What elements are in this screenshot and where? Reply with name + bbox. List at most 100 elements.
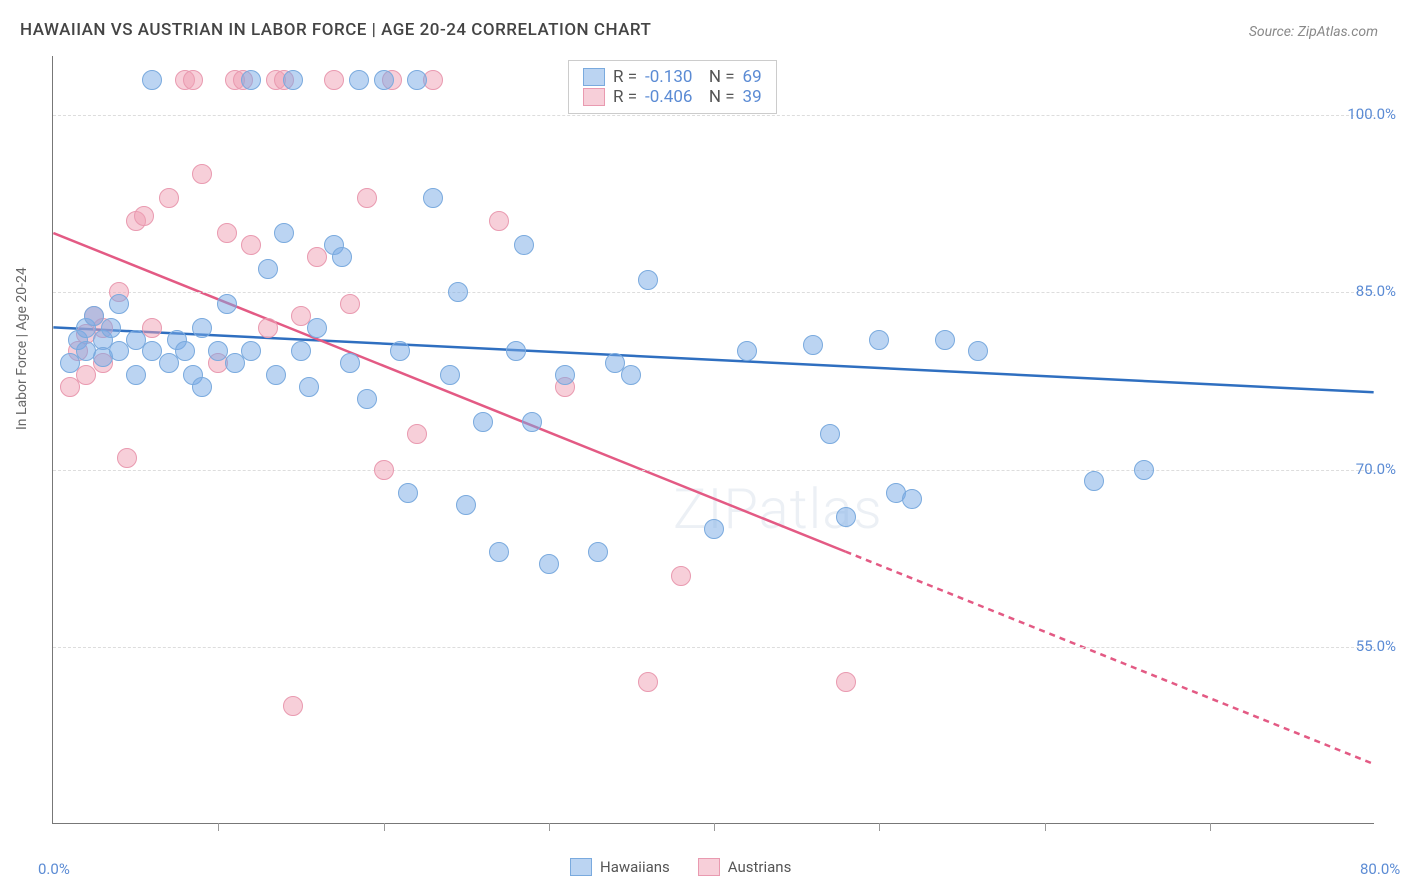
swatch-pink [698,858,720,876]
scatter-point-austrians [159,188,179,208]
scatter-point-austrians [374,460,394,480]
scatter-point-hawaiians [423,188,443,208]
legend-row-austrians: R = -0.406 N = 39 [583,87,762,107]
legend-label-blue: Hawaiians [600,858,670,876]
scatter-point-hawaiians [258,259,278,279]
scatter-point-hawaiians [869,330,889,350]
scatter-point-austrians [283,696,303,716]
x-tick-mark [218,823,219,831]
scatter-point-hawaiians [340,353,360,373]
scatter-point-hawaiians [266,365,286,385]
y-tick-label: 100.0% [1347,105,1396,123]
scatter-point-hawaiians [283,70,303,90]
x-tick-mark [384,823,385,831]
scatter-point-hawaiians [968,341,988,361]
swatch-pink [583,88,605,106]
scatter-point-hawaiians [299,377,319,397]
scatter-point-hawaiians [109,294,129,314]
scatter-point-hawaiians [357,389,377,409]
scatter-point-hawaiians [307,318,327,338]
scatter-point-hawaiians [192,377,212,397]
y-tick-label: 85.0% [1356,282,1396,300]
scatter-point-austrians [241,235,261,255]
gridline [53,115,1374,116]
scatter-point-hawaiians [514,235,534,255]
scatter-point-hawaiians [398,483,418,503]
scatter-point-austrians [357,188,377,208]
r-label: R = [613,67,637,87]
n-value-blue: 69 [743,67,762,87]
scatter-point-hawaiians [522,412,542,432]
scatter-point-hawaiians [836,507,856,527]
scatter-point-austrians [489,211,509,231]
scatter-point-hawaiians [142,70,162,90]
scatter-point-hawaiians [332,247,352,267]
scatter-point-austrians [258,318,278,338]
scatter-point-hawaiians [555,365,575,385]
scatter-point-austrians [340,294,360,314]
scatter-point-hawaiians [192,318,212,338]
source-credit: Source: ZipAtlas.com [1249,24,1378,40]
scatter-point-hawaiians [175,341,195,361]
scatter-point-hawaiians [902,489,922,509]
swatch-blue [570,858,592,876]
scatter-point-hawaiians [126,365,146,385]
scatter-point-austrians [192,164,212,184]
scatter-point-austrians [217,223,237,243]
scatter-point-hawaiians [241,70,261,90]
y-tick-label: 55.0% [1356,637,1396,655]
y-axis-label: In Labor Force | Age 20-24 [14,267,30,430]
swatch-blue [583,68,605,86]
n-label: N = [700,87,734,107]
trend-lines-layer [53,56,1374,823]
scatter-point-hawaiians [506,341,526,361]
scatter-point-hawaiians [448,282,468,302]
scatter-point-hawaiians [274,223,294,243]
scatter-point-austrians [407,424,427,444]
x-tick-label: 0.0% [38,860,70,878]
legend-item-hawaiians: Hawaiians [570,858,670,876]
r-label: R = [613,87,637,107]
scatter-point-hawaiians [704,519,724,539]
x-tick-mark [1045,823,1046,831]
legend-item-austrians: Austrians [698,858,792,876]
n-label: N = [700,67,734,87]
scatter-point-hawaiians [820,424,840,444]
scatter-point-hawaiians [489,542,509,562]
x-tick-mark [549,823,550,831]
y-tick-label: 70.0% [1356,460,1396,478]
scatter-point-hawaiians [407,70,427,90]
scatter-point-hawaiians [935,330,955,350]
scatter-point-austrians [638,672,658,692]
gridline [53,292,1374,293]
correlation-legend: R = -0.130 N = 69 R = -0.406 N = 39 [568,60,777,114]
gridline [53,647,1374,648]
n-value-pink: 39 [743,87,762,107]
scatter-point-hawaiians [456,495,476,515]
legend-row-hawaiians: R = -0.130 N = 69 [583,67,762,87]
scatter-point-hawaiians [101,318,121,338]
scatter-point-hawaiians [291,341,311,361]
x-tick-mark [879,823,880,831]
scatter-point-austrians [671,566,691,586]
scatter-point-austrians [134,206,154,226]
scatter-point-hawaiians [390,341,410,361]
scatter-point-hawaiians [803,335,823,355]
scatter-point-hawaiians [1084,471,1104,491]
r-value-pink: -0.406 [645,87,692,107]
scatter-point-hawaiians [440,365,460,385]
gridline [53,470,1374,471]
scatter-point-hawaiians [473,412,493,432]
scatter-point-hawaiians [374,70,394,90]
scatter-point-hawaiians [588,542,608,562]
scatter-point-austrians [117,448,137,468]
r-value-blue: -0.130 [645,67,692,87]
scatter-point-austrians [324,70,344,90]
scatter-point-hawaiians [217,294,237,314]
scatter-point-hawaiians [1134,460,1154,480]
scatter-point-hawaiians [539,554,559,574]
scatter-point-austrians [836,672,856,692]
x-tick-mark [714,823,715,831]
chart-plot-area: ZIPatlas [52,56,1374,824]
x-tick-label: 80.0% [1360,860,1400,878]
